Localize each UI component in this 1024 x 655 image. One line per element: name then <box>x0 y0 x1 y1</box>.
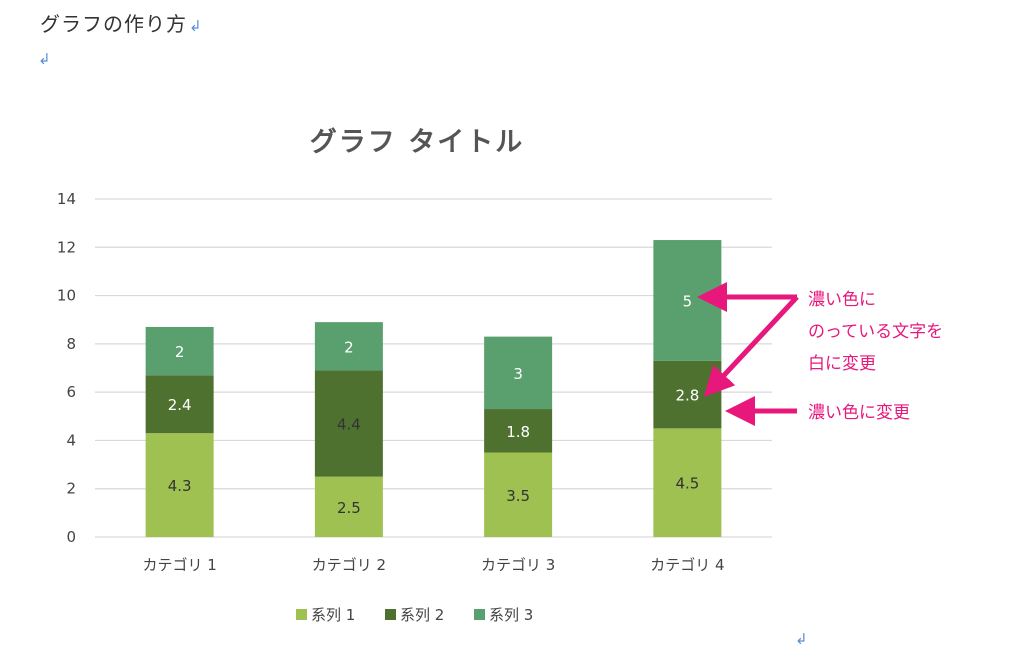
data-label: 2 <box>175 343 185 361</box>
chart-title: グラフ タイトル <box>310 126 524 158</box>
legend-label: 系列 2 <box>400 606 444 624</box>
annotation-text-line-3: 白に変更 <box>808 354 876 374</box>
data-label: 4.4 <box>337 416 361 434</box>
data-label: 2.8 <box>675 387 699 405</box>
y-tick-label: 0 <box>66 528 76 546</box>
legend-label: 系列 3 <box>489 606 533 624</box>
bar-segment <box>484 452 553 537</box>
annotation-text-line-1: 濃い色に <box>808 290 876 310</box>
y-tick-label: 8 <box>66 335 76 353</box>
legend-swatch <box>385 609 396 620</box>
y-tick-label: 2 <box>66 480 76 498</box>
y-tick-label: 12 <box>57 238 76 256</box>
bar-segment <box>314 476 383 537</box>
bar-segment <box>145 326 214 376</box>
data-label: 2 <box>344 338 354 356</box>
y-tick-label: 4 <box>66 431 76 449</box>
category-label: カテゴリ 2 <box>312 556 386 574</box>
bar-segment <box>314 370 383 477</box>
bar-segment <box>653 428 722 537</box>
document-heading-text: グラフの作り方 <box>40 12 187 36</box>
bar-segment <box>484 336 553 410</box>
paragraph-mark: ↲ <box>795 630 808 648</box>
bar-segment <box>145 433 214 537</box>
paragraph-mark: ↲ <box>189 17 203 35</box>
bars <box>145 240 722 537</box>
category-label: カテゴリ 4 <box>650 556 724 574</box>
y-axis-ticks: 0 2 4 6 8 10 12 14 <box>57 190 76 546</box>
legend-swatch <box>296 609 307 620</box>
data-label: 4.5 <box>675 475 699 493</box>
data-label: 2.4 <box>168 396 192 414</box>
annotation-text-2: 濃い色に変更 <box>808 403 910 423</box>
y-tick-label: 6 <box>66 383 76 401</box>
annotation-group: 濃い色に のっている文字を 白に変更 濃い色に変更 <box>697 282 943 426</box>
data-label: 3.5 <box>506 487 530 505</box>
annotation-arrow <box>703 295 799 397</box>
bar-segment <box>484 409 553 453</box>
data-label: 1.8 <box>506 423 530 441</box>
data-label: 3 <box>513 365 523 383</box>
annotation-text-line-2: のっている文字を <box>808 322 943 342</box>
data-label: 5 <box>683 292 693 310</box>
y-tick-label: 10 <box>57 287 76 305</box>
data-label: 4.3 <box>168 477 192 495</box>
legend-label: 系列 1 <box>311 606 355 624</box>
legend: 系列 1 系列 2 系列 3 <box>296 606 533 624</box>
category-labels: カテゴリ 1 カテゴリ 2 カテゴリ 3 カテゴリ 4 <box>142 556 724 574</box>
bar-segment <box>314 322 383 371</box>
paragraph-mark: ↲ <box>38 50 51 68</box>
data-labels: 4.3 2.4 2 2.5 4.4 2 3.5 1.8 3 4.5 2.8 5 <box>168 292 700 516</box>
bar-segment <box>145 375 214 434</box>
data-label: 2.5 <box>337 499 361 517</box>
document-heading: グラフの作り方 ↲ <box>40 8 203 37</box>
legend-swatch <box>474 609 485 620</box>
y-tick-label: 14 <box>57 190 76 208</box>
category-label: カテゴリ 1 <box>142 556 216 574</box>
category-label: カテゴリ 3 <box>481 556 555 574</box>
